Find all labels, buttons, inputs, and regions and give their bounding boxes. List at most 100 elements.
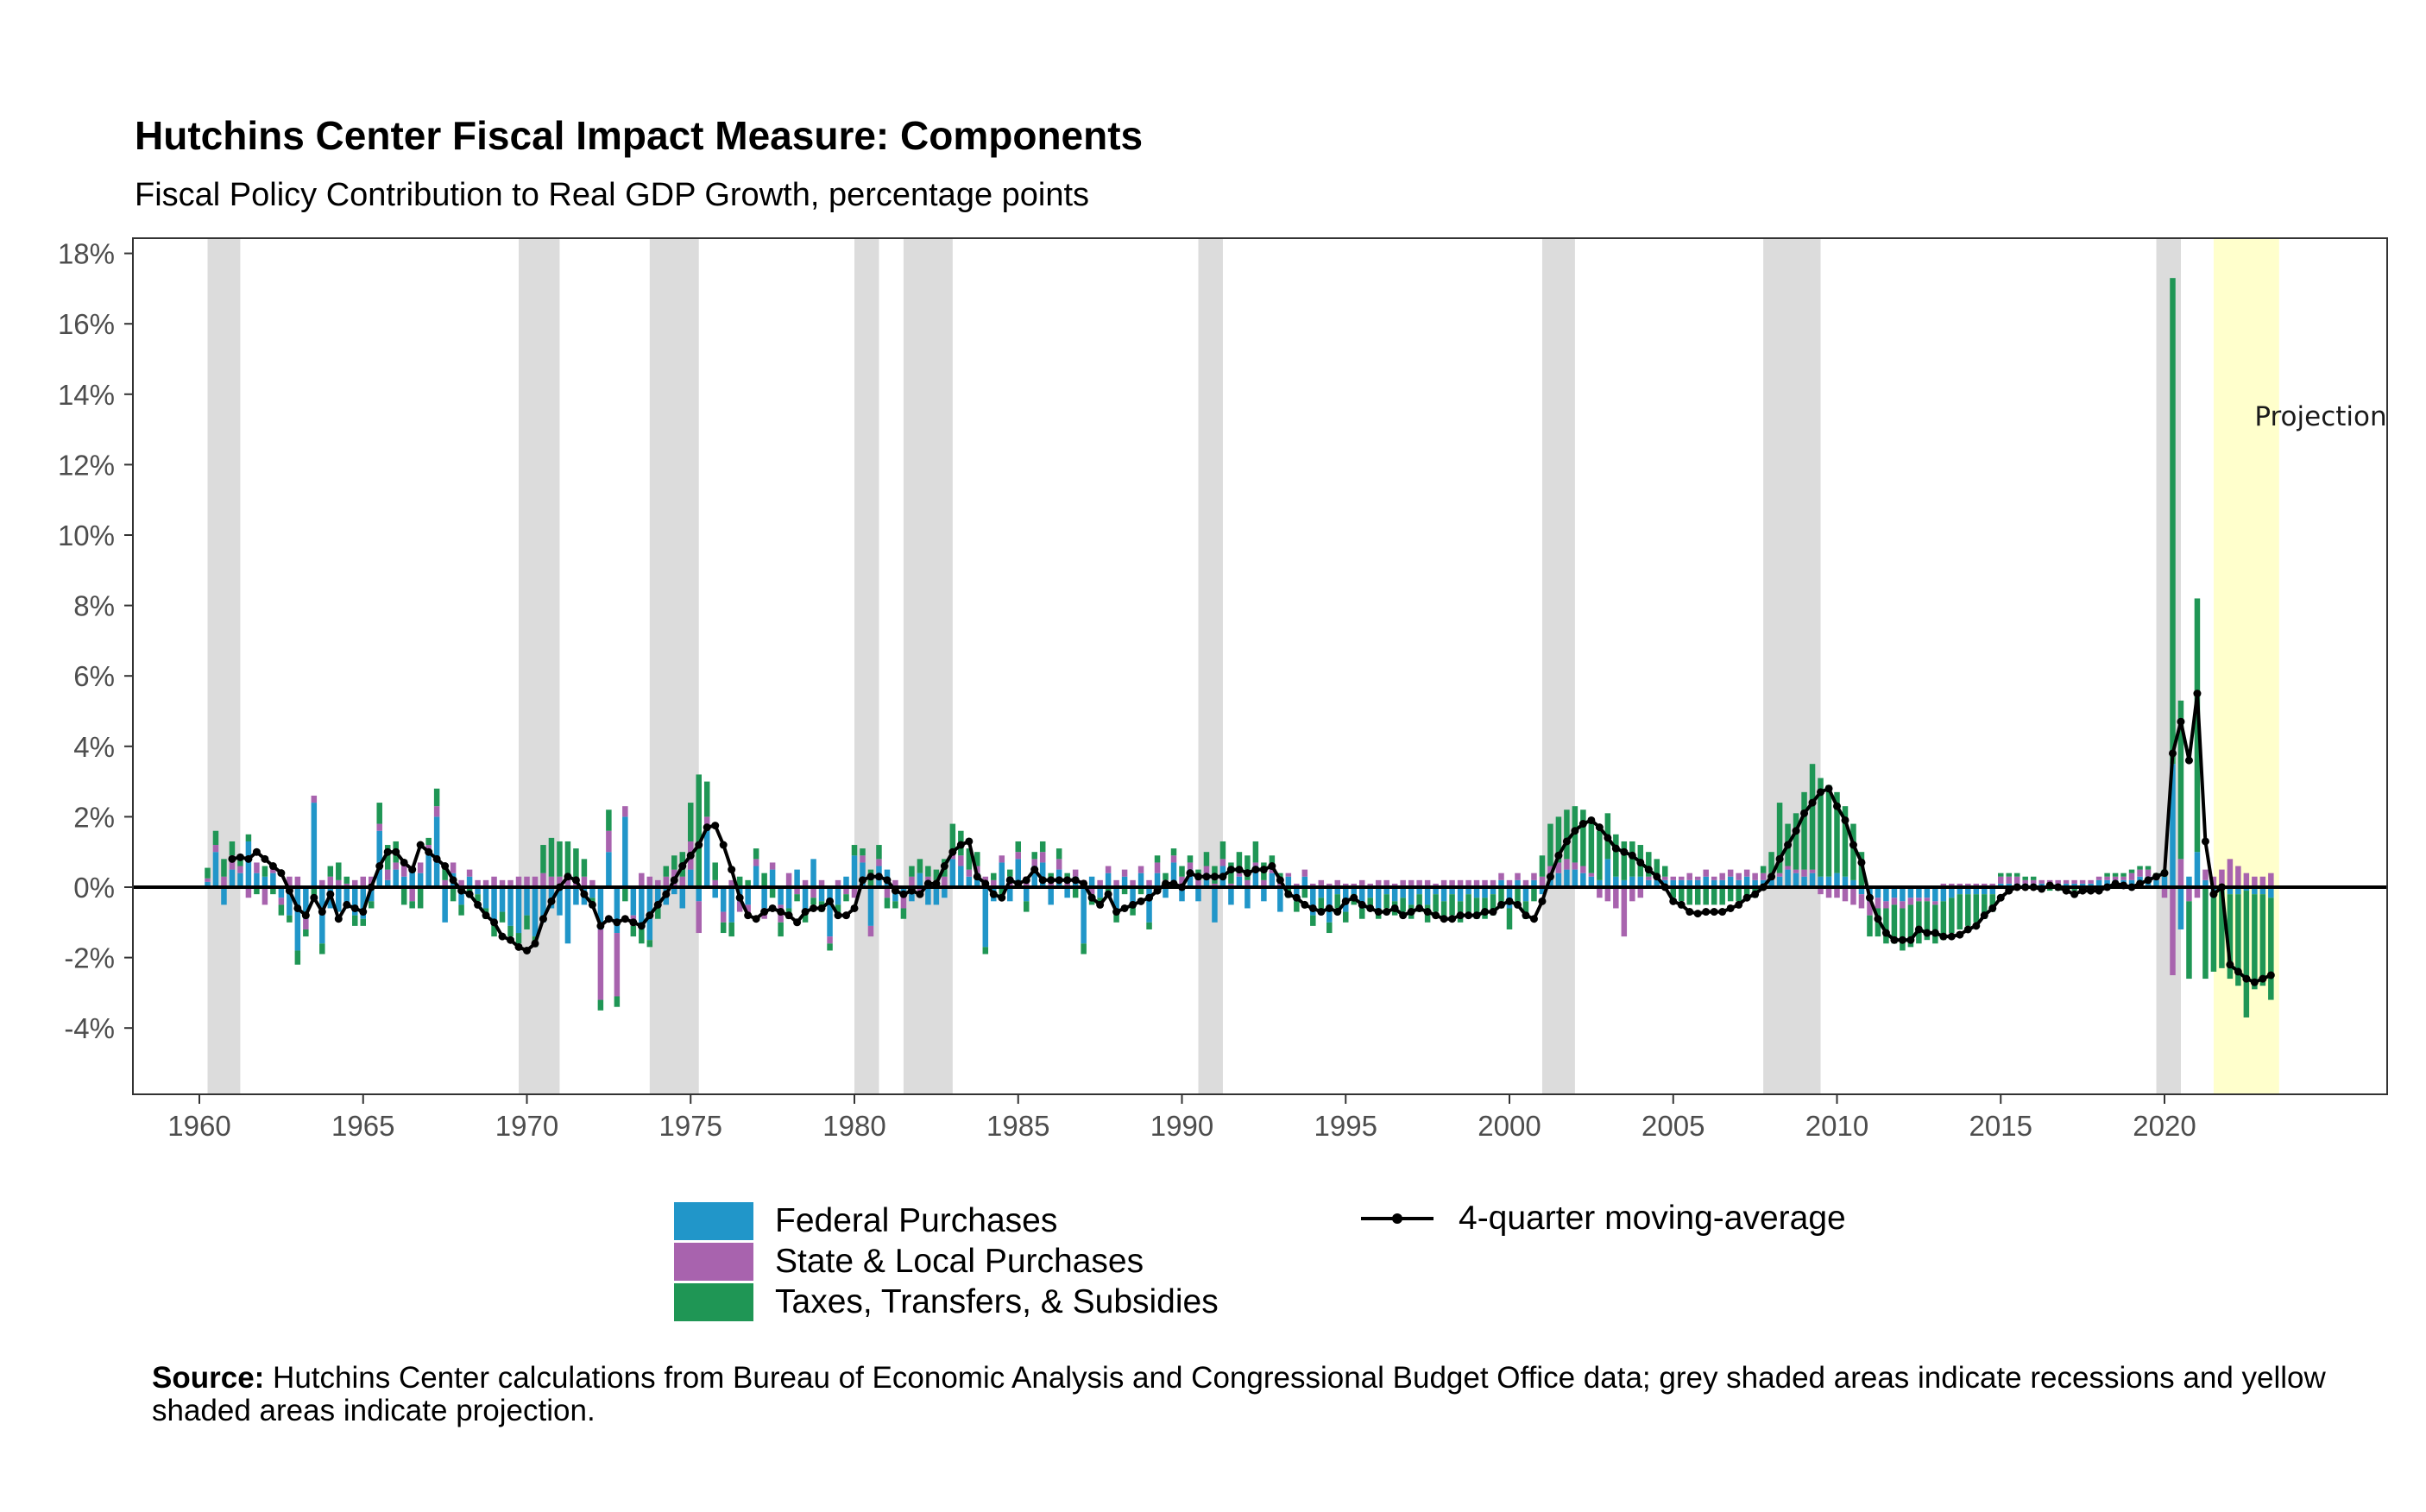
- bar-taxes: [1555, 816, 1562, 863]
- bar-federal: [1580, 873, 1586, 887]
- bar-state_local: [1457, 879, 1464, 887]
- bar-state_local: [237, 866, 243, 873]
- legend-label-state-local: State & Local Purchases: [775, 1243, 1144, 1280]
- moving-average-point: [932, 879, 941, 888]
- bar-taxes: [876, 845, 882, 860]
- bar-state_local: [1039, 852, 1046, 863]
- bar-state_local: [2177, 859, 2184, 887]
- bar-taxes: [1400, 898, 1406, 912]
- moving-average-point: [1226, 866, 1235, 874]
- moving-average-point: [1947, 932, 1956, 941]
- bar-taxes: [991, 873, 997, 880]
- bar-federal: [1236, 876, 1243, 887]
- moving-average-point: [678, 862, 687, 871]
- moving-average-point: [858, 876, 866, 885]
- recession-band: [1541, 239, 1575, 1093]
- bar-federal: [1818, 876, 1824, 887]
- bar-taxes: [1294, 901, 1300, 912]
- bar-federal: [409, 869, 415, 887]
- moving-average-point: [1775, 854, 1784, 863]
- bar-taxes: [221, 859, 227, 877]
- bar-state_local: [1097, 879, 1103, 887]
- bar-state_local: [1310, 883, 1316, 887]
- bar-state_local: [909, 876, 915, 887]
- bar-state_local: [393, 862, 399, 870]
- bar-federal: [1064, 887, 1070, 898]
- bar-taxes: [2259, 894, 2266, 986]
- bar-federal: [1694, 879, 1701, 887]
- bar-state_local: [851, 887, 858, 898]
- moving-average-point: [2095, 886, 2103, 895]
- bar-state_local: [1015, 852, 1021, 860]
- moving-average-point: [1890, 936, 1899, 944]
- moving-average-point: [449, 876, 457, 885]
- bar-state_local: [245, 887, 252, 898]
- x-tick-label: 1990: [1150, 1110, 1213, 1142]
- bar-taxes: [2030, 876, 2037, 880]
- moving-average-point: [1235, 866, 1244, 874]
- bar-taxes: [1007, 869, 1013, 877]
- moving-average-point: [1996, 893, 2005, 902]
- bar-state_local: [1326, 883, 1333, 887]
- moving-average-point: [1817, 788, 1825, 797]
- bar-taxes: [287, 915, 293, 923]
- moving-average-point: [425, 847, 433, 856]
- moving-average-point: [973, 873, 981, 881]
- bar-state_local: [1170, 855, 1177, 863]
- bar-taxes: [2137, 866, 2143, 870]
- moving-average-point: [637, 922, 646, 930]
- moving-average-point: [1653, 873, 1661, 881]
- moving-average-point: [2168, 749, 2177, 758]
- bar-federal: [2079, 883, 2086, 887]
- bar-state_local: [557, 876, 563, 887]
- bar-federal: [229, 869, 236, 887]
- bar-federal: [262, 876, 268, 887]
- legend-swatch-taxes: [674, 1283, 753, 1321]
- moving-average-point: [539, 915, 547, 923]
- bar-state_local: [827, 936, 833, 944]
- moving-average-point: [555, 883, 564, 891]
- bar-state_local: [1433, 883, 1439, 887]
- bar-state_local: [1408, 879, 1415, 887]
- bar-federal: [1858, 887, 1865, 895]
- bar-taxes: [524, 915, 530, 929]
- bar-federal: [1137, 873, 1144, 887]
- moving-average-point: [268, 862, 277, 871]
- bar-federal: [287, 887, 293, 916]
- moving-average-point: [474, 900, 482, 909]
- bar-taxes: [581, 859, 588, 877]
- bar-state_local: [597, 929, 604, 1000]
- bar-state_local: [1351, 883, 1357, 887]
- bar-state_local: [1719, 873, 1725, 880]
- bar-taxes: [1121, 887, 1128, 895]
- moving-average-point: [490, 918, 499, 927]
- y-tick-label: 14%: [58, 379, 115, 411]
- bar-taxes: [1924, 901, 1931, 941]
- bar-state_local: [843, 887, 849, 895]
- bar-state_local: [1965, 883, 1971, 887]
- bar-taxes: [1163, 873, 1169, 880]
- bar-taxes: [794, 894, 800, 902]
- bar-state_local: [2104, 876, 2110, 880]
- bar-taxes: [1187, 855, 1194, 863]
- moving-average-point: [1308, 904, 1317, 912]
- moving-average-point: [1759, 883, 1768, 891]
- bar-taxes: [1490, 894, 1497, 916]
- bar-federal: [1334, 887, 1341, 895]
- bar-state_local: [1539, 876, 1546, 887]
- bar-state_local: [1187, 862, 1194, 870]
- moving-average-point: [277, 869, 286, 878]
- bar-taxes: [245, 834, 252, 841]
- bar-taxes: [1711, 887, 1717, 905]
- bar-federal: [1318, 887, 1325, 898]
- bar-federal: [425, 852, 432, 887]
- bar-taxes: [1416, 894, 1422, 912]
- bar-taxes: [884, 898, 891, 909]
- moving-average-point: [1022, 876, 1030, 885]
- bar-federal: [606, 852, 612, 887]
- bar-taxes: [1957, 894, 1963, 929]
- bar-state_local: [499, 879, 506, 887]
- bar-federal: [2202, 879, 2209, 887]
- bar-state_local: [1564, 859, 1570, 870]
- bar-federal: [851, 855, 858, 887]
